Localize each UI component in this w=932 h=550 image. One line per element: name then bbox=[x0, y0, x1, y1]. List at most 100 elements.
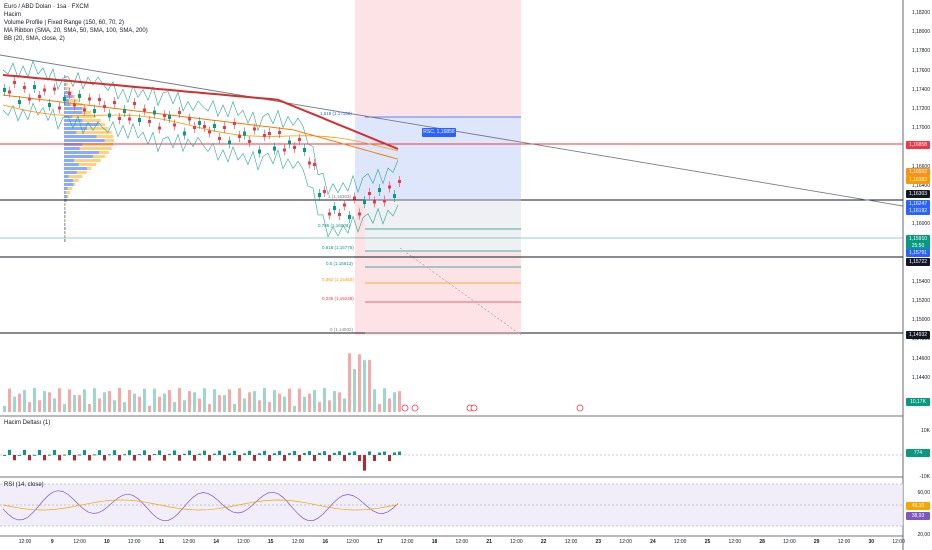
fib-label: 0,786 (1,16009) bbox=[318, 223, 350, 228]
delta-bar bbox=[363, 455, 366, 471]
delta-bar bbox=[358, 455, 361, 461]
profile-bar-up bbox=[64, 91, 70, 94]
delta-pane-title[interactable]: Hacim Deltası (1) bbox=[4, 420, 51, 426]
volume-bar bbox=[198, 398, 201, 412]
profile-bar-up bbox=[64, 127, 88, 130]
delta-bar bbox=[68, 450, 71, 455]
delta-bar bbox=[238, 455, 241, 461]
delta-bar bbox=[313, 455, 316, 461]
delta-bar bbox=[398, 451, 401, 455]
delta-bar bbox=[83, 450, 86, 455]
delta-bar bbox=[218, 450, 221, 455]
volume-bar bbox=[313, 390, 316, 412]
time-tick: 12:00 bbox=[127, 539, 141, 545]
delta-bar bbox=[93, 454, 96, 456]
volume-bar bbox=[248, 392, 251, 412]
profile-bar-down bbox=[74, 159, 101, 162]
candle-body bbox=[118, 117, 121, 120]
ribbon-legend[interactable]: MA Ribbon (SMA, 20, SMA, 50, SMA, 100, S… bbox=[4, 28, 148, 34]
profile-bar-up bbox=[64, 215, 66, 218]
delta-bar bbox=[193, 455, 196, 461]
candle-body bbox=[248, 140, 251, 143]
volume-bar bbox=[293, 405, 296, 412]
delta-badge: 774 bbox=[906, 449, 930, 457]
candle-body bbox=[78, 94, 81, 98]
candle-body bbox=[263, 134, 266, 137]
time-tick: 12:00 bbox=[346, 539, 359, 545]
bb-legend[interactable]: BB (20, SMA, close, 2) bbox=[4, 36, 65, 42]
volume-bar bbox=[373, 389, 376, 412]
volume-bar bbox=[398, 391, 401, 412]
volume-bar bbox=[193, 392, 196, 412]
candle-body bbox=[218, 137, 221, 140]
delta-bar bbox=[3, 455, 6, 456]
profile-legend[interactable]: Volume Profile | Fixed Range (150, 60, 7… bbox=[4, 20, 124, 26]
candle-body bbox=[158, 126, 161, 130]
volume-bar bbox=[258, 400, 261, 412]
delta-bar bbox=[253, 455, 256, 461]
volume-bar bbox=[168, 390, 171, 412]
candle-body bbox=[33, 85, 36, 89]
volume-bar bbox=[298, 388, 301, 412]
volume-bar bbox=[173, 402, 176, 412]
price-badge: 1,16247 bbox=[906, 200, 930, 208]
price-badge: 1,14932 bbox=[906, 331, 930, 339]
delta-bar bbox=[228, 453, 231, 455]
candle-body bbox=[378, 188, 381, 192]
volume-bar bbox=[338, 392, 341, 412]
candle-body bbox=[8, 90, 11, 94]
volume-legend[interactable]: Hacim bbox=[4, 12, 22, 18]
drawing-overlay[interactable] bbox=[401, 404, 584, 412]
profile-bar-up bbox=[64, 227, 66, 230]
symbol-title[interactable]: Euro / ABD Doları · 1sa · FXCM bbox=[4, 4, 89, 10]
profile-bar-down bbox=[78, 163, 97, 166]
price-tick: 1,17800 bbox=[911, 48, 930, 55]
delta-bar bbox=[38, 449, 41, 455]
price-badge: 1,15910 bbox=[906, 235, 930, 243]
time-tick: 23 bbox=[595, 539, 602, 545]
rsi-band bbox=[0, 484, 903, 526]
candle-body bbox=[28, 97, 31, 101]
fib-box bbox=[365, 200, 521, 252]
candle-body bbox=[168, 115, 171, 119]
profile-bar-down bbox=[69, 91, 73, 94]
volume-bar bbox=[188, 391, 191, 412]
fib-label: 0,5 (1,15613) bbox=[326, 261, 353, 266]
delta-bar bbox=[368, 451, 371, 455]
price-tick: 1,14600 bbox=[911, 355, 930, 362]
profile-bar-up bbox=[64, 87, 66, 90]
price-tick: 1,17600 bbox=[911, 67, 930, 74]
profile-bar-up bbox=[64, 167, 88, 170]
candle-body bbox=[38, 95, 41, 98]
candle-body bbox=[198, 121, 201, 125]
delta-bar bbox=[168, 453, 171, 455]
volume-bar bbox=[278, 393, 281, 412]
volume-bar bbox=[218, 395, 221, 412]
bb-lower bbox=[2, 102, 399, 238]
candle-body bbox=[323, 190, 326, 193]
delta-bar bbox=[78, 454, 81, 456]
time-tick: 12:00 bbox=[783, 539, 796, 545]
price-tick: 1,18200 bbox=[911, 10, 930, 16]
time-tick: 12:00 bbox=[18, 539, 32, 545]
candle-body bbox=[163, 114, 166, 117]
rsi-pane-title[interactable]: RSI (14, close) bbox=[4, 482, 44, 488]
fib-label: 0,618 (1,15776) bbox=[322, 245, 354, 250]
time-tick: 12:00 bbox=[182, 539, 196, 545]
profile-bar-up bbox=[64, 99, 69, 102]
profile-bar-up bbox=[64, 179, 73, 182]
candle-body bbox=[213, 124, 216, 128]
price-tick: 1,14800 bbox=[911, 336, 930, 343]
rsi-badge: 49,10 bbox=[906, 502, 930, 510]
time-tick: 9 bbox=[50, 539, 54, 545]
delta-bar bbox=[128, 450, 131, 455]
profile-bar-down bbox=[66, 83, 69, 86]
profile-bar-up bbox=[64, 171, 77, 174]
volume-bar bbox=[33, 388, 36, 412]
fib-label: 0,236 (1,15248) bbox=[322, 296, 354, 301]
volume-bar bbox=[58, 388, 61, 412]
time-tick: 28 bbox=[759, 539, 765, 545]
price-badge: 1,16383 bbox=[906, 176, 930, 184]
price-axis[interactable]: 1,18200 1,18000 1,17800 1,17600 1,17400 1,172… bbox=[903, 0, 932, 550]
